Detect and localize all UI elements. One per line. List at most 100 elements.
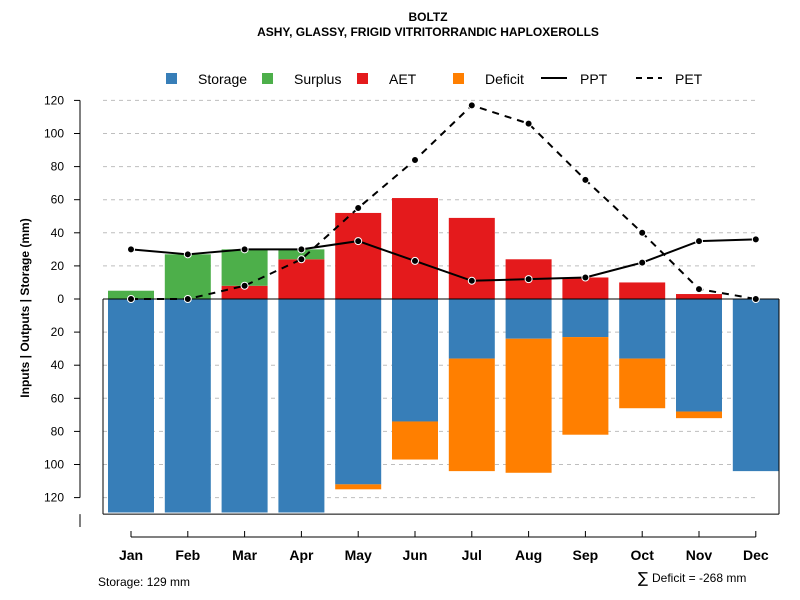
deficit-bar <box>335 484 382 490</box>
storage-bar <box>505 299 552 339</box>
storage-bar <box>562 299 609 338</box>
axes: 120 100 80 60 40 20 0 20 40 60 80 100 120 Jan Feb Mar Ap… <box>44 93 769 563</box>
y-axis-label: Inputs | Outputs | Storage (mm) <box>18 218 32 397</box>
pet-point <box>183 295 192 303</box>
legend-label-pet: PET <box>675 71 703 87</box>
ppt-point <box>240 245 249 254</box>
x-tick-label: Oct <box>631 547 655 563</box>
pet-point <box>354 203 363 212</box>
legend: Storage Surplus AET Deficit PPT PET <box>166 71 703 87</box>
ppt-point <box>695 237 703 246</box>
pet-point <box>581 175 590 184</box>
deficit-sum-symbol: ∑ <box>638 569 648 587</box>
pet-point <box>240 281 249 290</box>
ppt-point <box>751 235 760 244</box>
y-tick-label: 60 <box>51 193 65 207</box>
aet-bar <box>221 285 268 299</box>
x-tick-label: Dec <box>743 547 769 563</box>
storage-bar <box>108 299 154 513</box>
pet-point <box>467 101 476 110</box>
storage-bar <box>448 299 495 359</box>
aet-bar <box>335 212 382 299</box>
x-tick-label: May <box>345 547 372 563</box>
legend-label-aet: AET <box>389 71 417 87</box>
deficit-bar <box>676 411 722 419</box>
surplus-bar <box>164 254 211 299</box>
ppt-point <box>127 245 135 254</box>
pet-point <box>127 295 135 303</box>
lines <box>127 101 760 303</box>
deficit-bar <box>392 421 438 460</box>
pet-line <box>131 104 756 300</box>
legend-label-storage: Storage <box>198 71 247 87</box>
y-tick-label: 20 <box>51 259 65 273</box>
deficit-bar <box>562 337 609 435</box>
x-tick-label: Jul <box>462 547 482 563</box>
chart-subtitle: ASHY, GLASSY, FRIGID VITRITORRANDIC HAPL… <box>257 25 599 39</box>
storage-bar <box>335 299 382 485</box>
pet-point <box>411 155 419 164</box>
ppt-point <box>467 276 476 285</box>
x-tick-label: Feb <box>175 547 200 563</box>
legend-swatch-surplus <box>262 73 273 84</box>
ppt-point <box>581 273 590 282</box>
ppt-point <box>354 237 363 246</box>
storage-bar <box>619 299 666 359</box>
y-tick-label: 0 <box>57 292 64 306</box>
ppt-point <box>524 275 533 284</box>
y-tick-label: 80 <box>51 160 65 174</box>
deficit-bar <box>619 358 666 409</box>
legend-label-surplus: Surplus <box>294 71 341 87</box>
legend-swatch-storage <box>166 73 177 84</box>
storage-bar <box>676 299 722 412</box>
storage-bar <box>221 299 268 513</box>
aet-bar <box>448 217 495 299</box>
x-tick-label: Mar <box>232 547 257 563</box>
pet-point <box>695 285 703 294</box>
aet-bar <box>278 259 325 299</box>
y-tick-label: 60 <box>51 391 65 405</box>
storage-annotation: Storage: 129 mm <box>98 575 190 589</box>
legend-swatch-deficit <box>453 73 464 84</box>
y-tick-label: 100 <box>44 458 64 472</box>
bars <box>108 198 779 513</box>
ppt-line <box>130 238 756 282</box>
deficit-bar <box>448 358 495 472</box>
aet-bar <box>562 277 609 299</box>
x-tick-label: Sep <box>573 547 599 563</box>
pet-point <box>524 119 533 128</box>
legend-label-ppt: PPT <box>580 71 608 87</box>
y-tick-label: 120 <box>44 93 64 107</box>
ppt-point <box>411 256 419 265</box>
legend-label-deficit: Deficit <box>485 71 524 87</box>
x-tick-label: Jun <box>403 547 428 563</box>
chart-title: BOLTZ <box>408 10 447 24</box>
pet-point <box>297 255 306 264</box>
pet-point <box>751 295 760 303</box>
ppt-point <box>183 250 192 259</box>
deficit-bar <box>505 338 552 473</box>
x-tick-label: Apr <box>289 547 314 563</box>
legend-swatch-aet <box>357 73 368 84</box>
aet-bar <box>392 198 438 299</box>
pet-point <box>638 228 647 237</box>
storage-bar <box>732 299 779 472</box>
storage-bar <box>278 299 325 513</box>
aet-bar <box>676 294 722 299</box>
plot-frame <box>102 298 780 515</box>
deficit-annotation: Deficit = -268 mm <box>652 571 746 585</box>
surplus-bar <box>221 249 268 286</box>
y-tick-label: 40 <box>51 358 65 372</box>
surplus-bar <box>278 249 325 260</box>
y-tick-label: 20 <box>51 325 65 339</box>
x-tick-label: Nov <box>686 547 713 563</box>
y-tick-label: 100 <box>44 127 64 141</box>
y-tick-label: 80 <box>51 424 65 438</box>
ppt-point <box>297 245 306 254</box>
x-tick-label: Jan <box>119 547 143 563</box>
y-tick-label: 120 <box>44 491 64 505</box>
surplus-bar <box>108 290 154 299</box>
ppt-point <box>638 258 647 267</box>
y-tick-label: 40 <box>51 226 65 240</box>
